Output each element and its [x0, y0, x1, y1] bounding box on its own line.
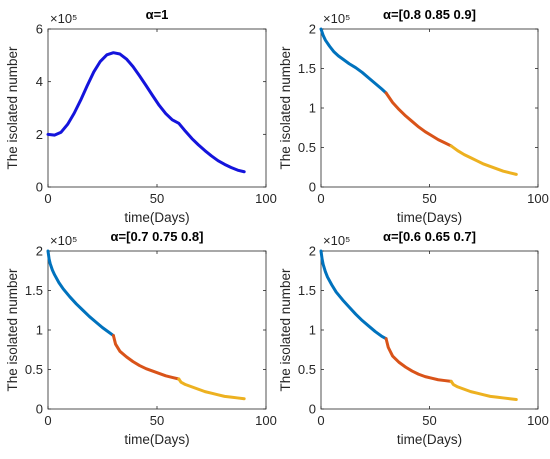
y-tick-label: 0 [309, 402, 316, 417]
plot-frame [47, 250, 267, 410]
y-tick-label: 1 [36, 323, 43, 338]
x-axis-label: time(Days) [397, 210, 462, 225]
y-tick-label: 1.5 [298, 61, 316, 76]
chart-panel-3: 0 50 100 0 0.5 1 1.5 2 ×10⁵ α=[0.7 0.75 0.8] time(… [5, 229, 277, 447]
x-axis-label: time(Days) [124, 210, 189, 225]
x-tick-label: 50 [150, 413, 164, 428]
x-tick-label: 0 [44, 191, 51, 206]
y-tick-label: 4 [36, 74, 43, 89]
y-tick-label: 0 [309, 180, 316, 195]
x-axis-label: time(Days) [397, 432, 462, 447]
plot-frame [320, 28, 539, 188]
y-axis-label: The isolated number [278, 268, 293, 392]
y-tick-label: 2 [36, 127, 43, 142]
chart-title: α=1 [146, 7, 169, 22]
y-tick-label: 0.5 [298, 362, 316, 377]
series-line-2 [384, 91, 453, 148]
chart-title: α=[0.7 0.75 0.8] [111, 229, 204, 244]
x-tick-label: 0 [317, 413, 324, 428]
y-tick-label: 1 [309, 101, 316, 116]
y-tick-label: 0.5 [298, 140, 316, 155]
series-line-1 [46, 249, 115, 338]
x-tick-label: 100 [527, 413, 549, 428]
y-tick-label: 6 [36, 22, 43, 37]
series-line-1 [319, 27, 388, 95]
plot-frame [47, 28, 267, 188]
chart-panel-4: 0 50 100 0 0.5 1 1.5 2 ×10⁵ α=[0.6 0.65 0.7] time(… [278, 229, 549, 447]
x-tick-label: 0 [317, 191, 324, 206]
y-exponent-label: ×10⁵ [323, 233, 350, 248]
series-line-3 [449, 379, 518, 402]
series-line-1 [319, 249, 388, 341]
y-tick-label: 2 [309, 22, 316, 37]
x-tick-label: 100 [527, 191, 549, 206]
y-tick-label: 1.5 [298, 283, 316, 298]
chart-panel-2: 0 50 100 0 0.5 1 1.5 2 ×10⁵ α=[0.8 0.85 0.9] time(… [278, 7, 549, 225]
x-tick-label: 50 [422, 191, 436, 206]
chart-title: α=[0.8 0.85 0.9] [383, 7, 476, 22]
y-axis-label: The isolated number [5, 268, 20, 392]
series-line-3 [449, 144, 518, 176]
y-tick-label: 1.5 [25, 283, 43, 298]
chart-panel-1: 0 50 100 0 2 4 6 ×10⁵ α=1 time(Days) The isolated … [5, 7, 277, 225]
plot-frame [320, 250, 539, 410]
x-axis-label: time(Days) [124, 432, 189, 447]
x-tick-label: 100 [255, 191, 277, 206]
y-tick-label: 0 [36, 180, 43, 195]
y-tick-label: 2 [309, 244, 316, 259]
x-tick-label: 100 [255, 413, 277, 428]
y-tick-label: 1 [309, 323, 316, 338]
series-line-3 [177, 377, 246, 401]
chart-title: α=[0.6 0.65 0.7] [383, 229, 476, 244]
series-line-2 [111, 334, 181, 381]
x-tick-label: 50 [422, 413, 436, 428]
x-tick-label: 50 [150, 191, 164, 206]
y-axis-label: The isolated number [5, 46, 20, 170]
y-tick-label: 0 [36, 402, 43, 417]
y-tick-label: 2 [36, 244, 43, 259]
y-exponent-label: ×10⁵ [323, 11, 350, 26]
series-line-2 [384, 337, 453, 383]
y-axis-label: The isolated number [278, 46, 293, 170]
x-tick-label: 0 [44, 413, 51, 428]
y-exponent-label: ×10⁵ [50, 233, 77, 248]
series-line-1 [46, 51, 246, 174]
y-tick-label: 0.5 [25, 362, 43, 377]
y-exponent-label: ×10⁵ [50, 11, 77, 26]
